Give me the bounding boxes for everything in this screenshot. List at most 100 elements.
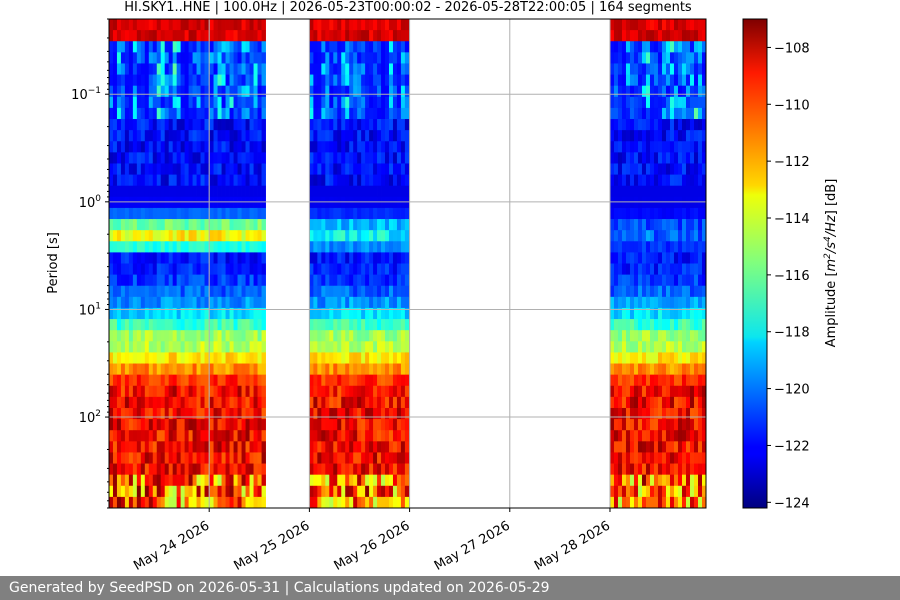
heatmap-cell (673, 474, 679, 487)
heatmap-cell (204, 207, 209, 220)
heatmap-cell (241, 274, 246, 287)
heatmap-cell (365, 63, 370, 75)
heatmap-cell (148, 119, 154, 131)
heatmap-cell (609, 319, 615, 331)
heatmap-cell (317, 263, 322, 276)
heatmap-cell (681, 163, 687, 175)
heatmap-cell (144, 207, 150, 220)
heatmap-cell (633, 63, 639, 75)
heatmap-cell (653, 152, 659, 164)
heatmap-cell (225, 485, 230, 498)
heatmap-cell (213, 430, 218, 442)
heatmap-cell (686, 407, 691, 420)
heatmap-cell (641, 474, 647, 487)
heatmap-cell (681, 119, 687, 131)
heatmap-cell (109, 474, 114, 487)
heatmap-cell (241, 419, 246, 431)
heatmap-cell (233, 363, 238, 376)
heatmap-cell (353, 41, 358, 53)
heatmap-cell (690, 207, 695, 220)
heatmap-cell (388, 163, 394, 175)
heatmap-cell (109, 285, 114, 298)
heatmap-cell (337, 130, 342, 142)
heatmap-cell (136, 396, 142, 409)
heatmap-cell (653, 119, 659, 131)
heatmap-cell (317, 63, 322, 75)
heatmap-cell (625, 496, 631, 508)
heatmap-cell (617, 63, 623, 75)
heatmap-cell (229, 463, 234, 476)
heatmap-cell (396, 52, 402, 64)
heatmap-cell (645, 485, 651, 498)
heatmap-cell (653, 96, 659, 109)
heatmap-cell (657, 485, 663, 498)
heatmap-cell (321, 341, 326, 353)
heatmap-cell (645, 30, 651, 42)
heatmap-cell (116, 330, 122, 342)
heatmap-cell (641, 63, 647, 75)
heatmap-cell (136, 463, 142, 476)
heatmap-cell (321, 430, 326, 442)
heatmap-cell (156, 319, 162, 331)
heatmap-cell (377, 319, 382, 331)
heatmap-cell (690, 230, 695, 242)
heatmap-cell (365, 452, 370, 464)
heatmap-cell (625, 274, 631, 287)
heatmap-cell (140, 141, 146, 153)
heatmap-cell (116, 96, 122, 109)
heatmap-cell (192, 452, 197, 464)
heatmap-cell (349, 185, 354, 198)
heatmap-cell (373, 163, 378, 175)
heatmap-cell (249, 474, 254, 487)
heatmap-cell (221, 463, 226, 476)
heatmap-cell (681, 463, 687, 476)
heatmap-cell (381, 430, 386, 442)
heatmap-cell (176, 63, 182, 75)
heatmap-cell (645, 174, 651, 187)
heatmap-cell (144, 296, 150, 309)
heatmap-cell (385, 230, 390, 242)
heatmap-cell (669, 130, 675, 142)
heatmap-cell (388, 330, 394, 342)
heatmap-cell (633, 41, 639, 53)
heatmap-cell (345, 96, 350, 109)
heatmap-cell (625, 219, 631, 231)
heatmap-cell (229, 141, 234, 153)
heatmap-cell (686, 174, 691, 187)
heatmap-cell (204, 252, 209, 264)
heatmap-cell (116, 141, 122, 153)
heatmap-cell (377, 485, 382, 498)
heatmap-cell (180, 85, 186, 98)
heatmap-cell (353, 374, 358, 387)
heatmap-cell (653, 296, 659, 309)
heatmap-cell (392, 407, 398, 420)
heatmap-cell (621, 252, 627, 264)
heatmap-cell (661, 407, 667, 420)
heatmap-cell (188, 52, 193, 64)
heatmap-cell (377, 252, 382, 264)
heatmap-cell (396, 141, 402, 153)
heatmap-cell (637, 130, 643, 142)
heatmap-cell (681, 185, 687, 198)
heatmap-cell (209, 119, 214, 131)
heatmap-cell (396, 319, 402, 331)
heatmap-cell (200, 485, 205, 498)
heatmap-cell (309, 74, 314, 87)
heatmap-cell (357, 163, 362, 175)
heatmap-cell (241, 19, 246, 31)
heatmap-cell (229, 130, 234, 142)
heatmap-cell (361, 230, 366, 242)
heatmap-cell (673, 230, 679, 242)
heatmap-cell (116, 130, 122, 142)
heatmap-cell (392, 396, 398, 409)
heatmap-cell (176, 363, 182, 376)
heatmap-cell (365, 341, 370, 353)
heatmap-cell (617, 252, 623, 264)
heatmap-cell (196, 319, 201, 331)
heatmap-cell (313, 41, 318, 53)
heatmap-cell (132, 285, 138, 298)
heatmap-cell (349, 463, 354, 476)
heatmap-cell (217, 207, 222, 220)
heatmap-cell (353, 207, 358, 220)
heatmap-cell (245, 452, 250, 464)
